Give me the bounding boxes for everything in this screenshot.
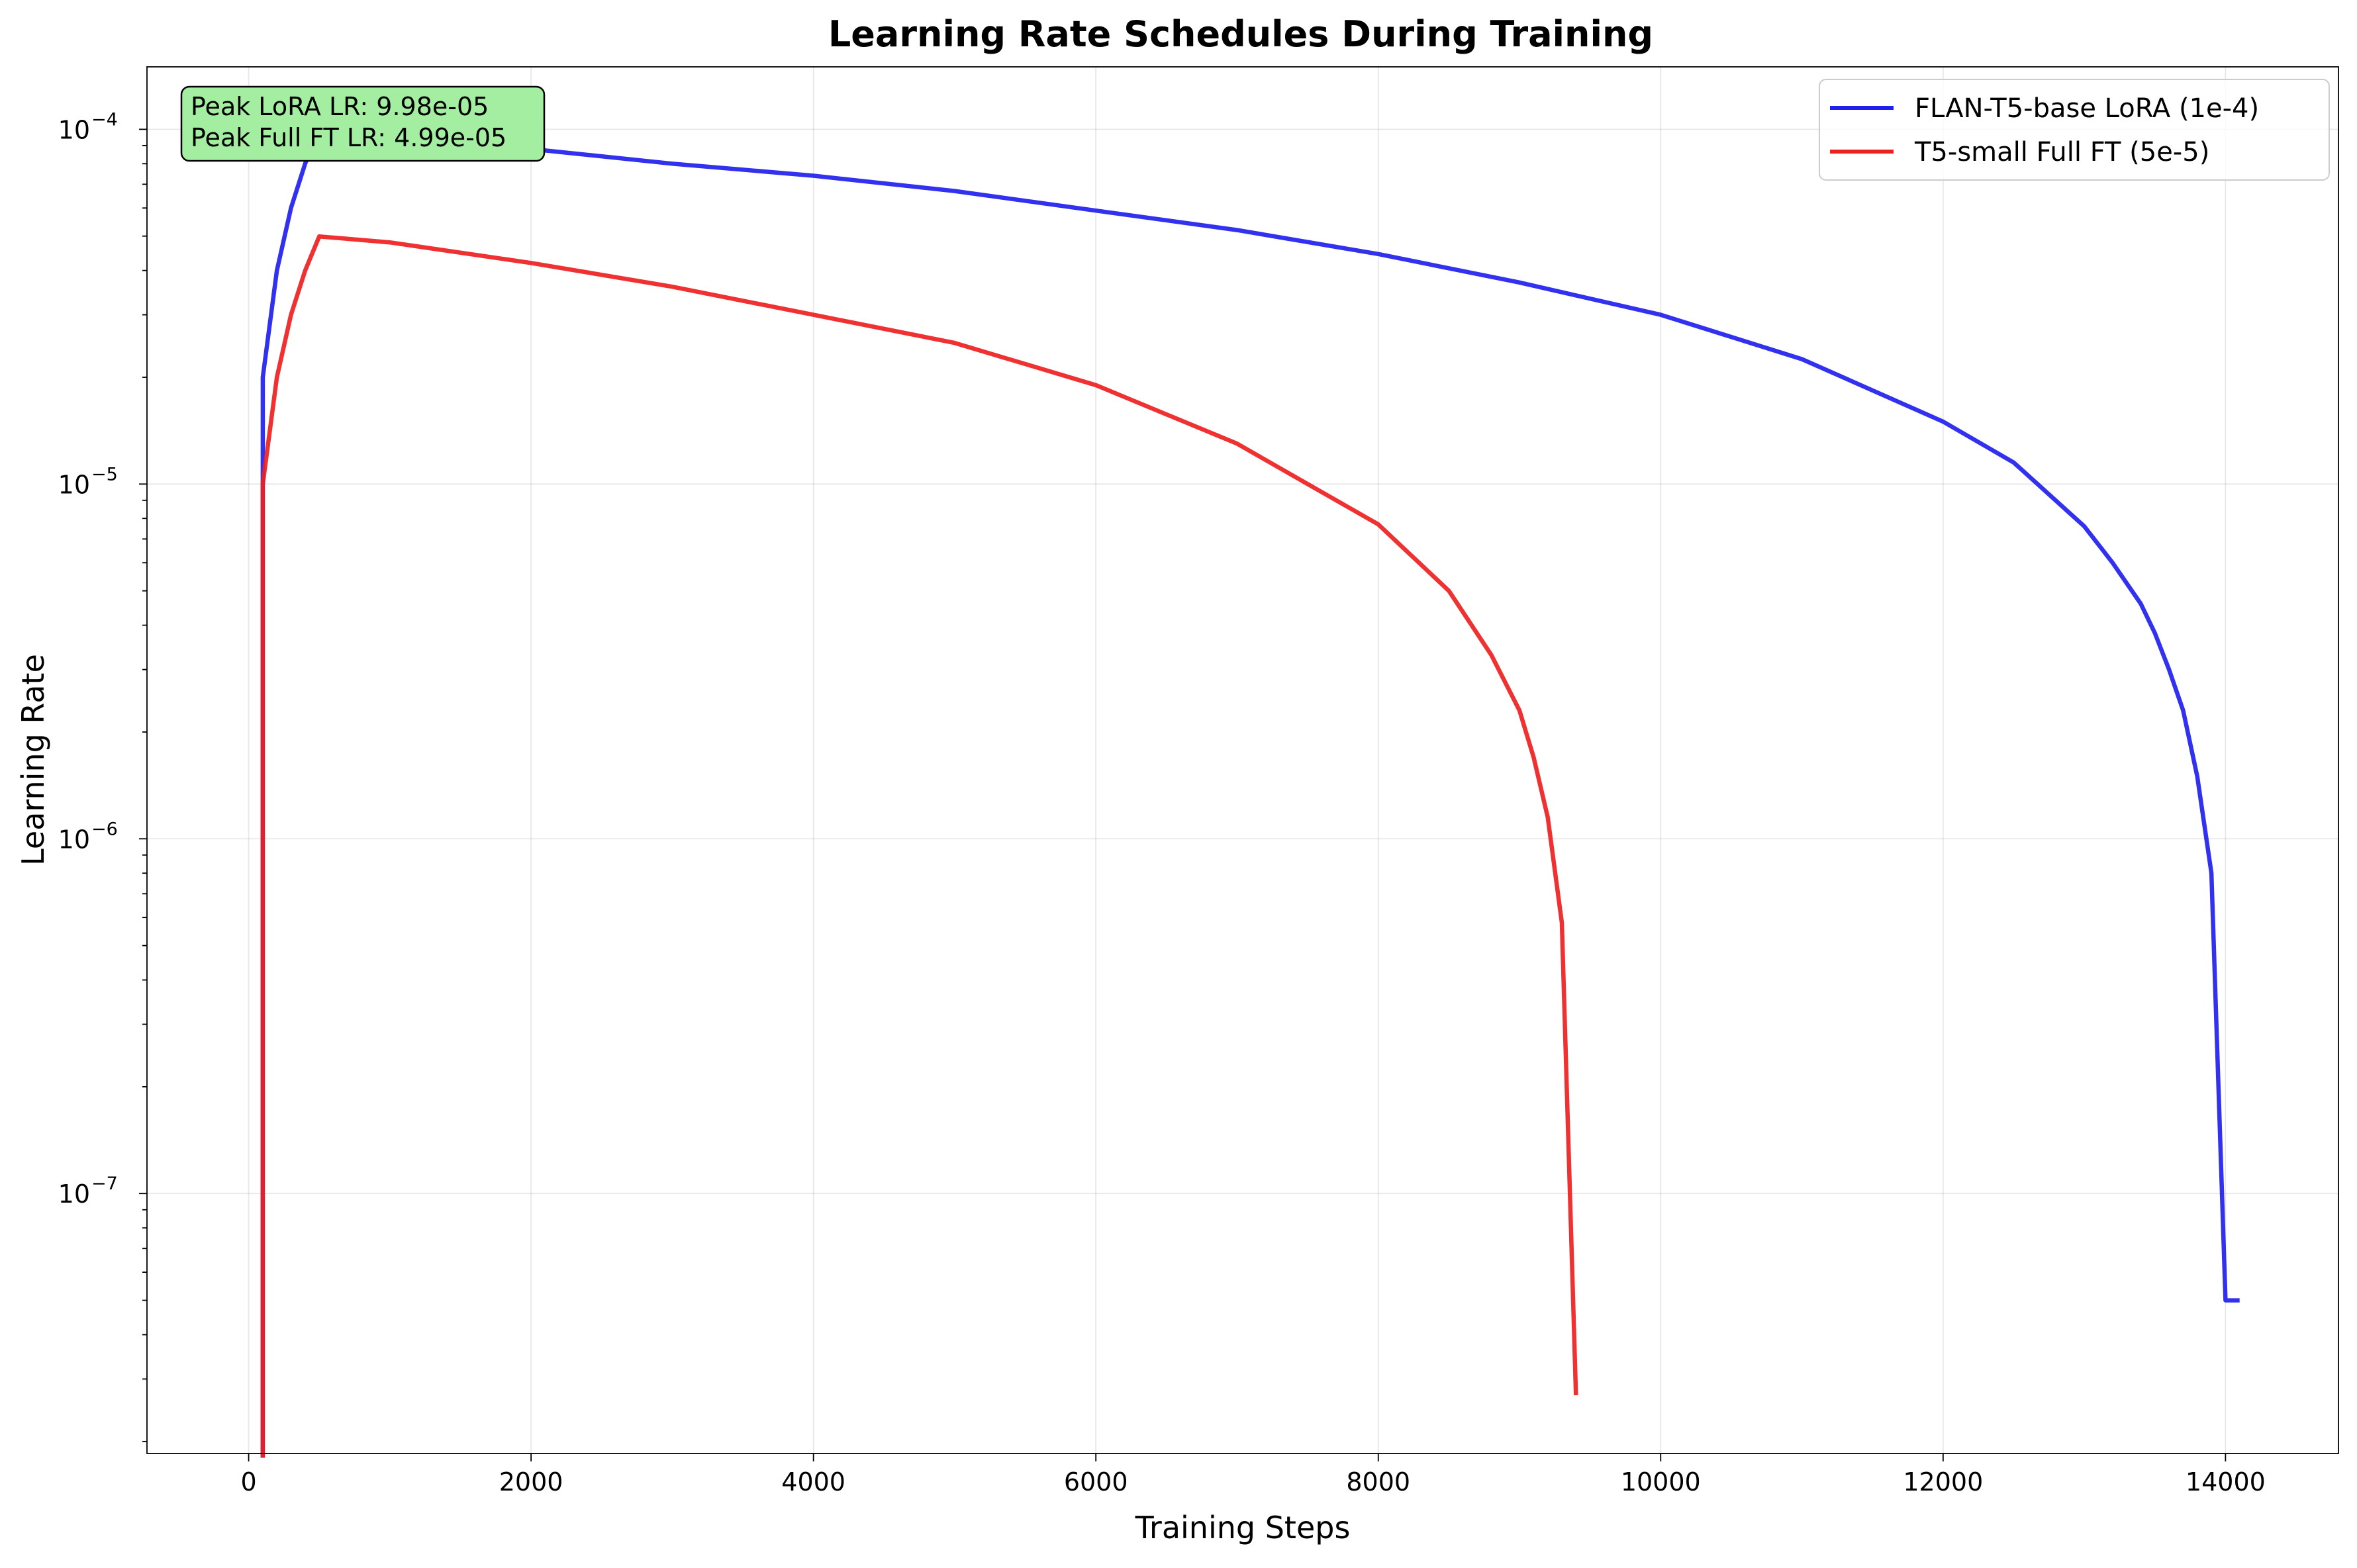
x-tick-label-4: 8000 [1346, 1467, 1410, 1497]
grid-layer [147, 67, 2338, 1453]
annotation-line-lora: Peak LoRA LR: 9.98e-05 [191, 92, 489, 121]
y-tick-exponent-0: −7 [91, 1174, 118, 1194]
y-tick-label-1: 10 [58, 825, 90, 854]
legend-frame [1819, 79, 2330, 181]
y-axis-label: Learning Rate [15, 654, 51, 866]
x-tick-label-3: 6000 [1064, 1467, 1128, 1497]
y-tick-exponent-3: −4 [91, 109, 118, 130]
x-tick-label-0: 0 [240, 1467, 256, 1497]
legend: FLAN-T5-base LoRA (1e-4) T5-small Full F… [1819, 79, 2330, 181]
y-tick-exponent-1: −6 [91, 819, 118, 839]
legend-label-lora: FLAN-T5-base LoRA (1e-4) [1915, 93, 2259, 124]
y-tick-exponent-2: −5 [91, 464, 118, 484]
peak-lr-annotation: Peak LoRA LR: 9.98e-05 Peak Full FT LR: … [180, 85, 546, 162]
plot-area-frame [146, 66, 2339, 1454]
x-tick-label-7: 14000 [2186, 1467, 2266, 1497]
x-tick-label-6: 12000 [1903, 1467, 1983, 1497]
legend-label-fullft: T5-small Full FT (5e-5) [1914, 137, 2209, 167]
annotation-background [180, 85, 546, 162]
x-tick-label-5: 10000 [1621, 1467, 1701, 1497]
x-tick-label-1: 2000 [499, 1467, 563, 1497]
tick-layer: 0 2000 4000 6000 8000 10000 12000 1400010−710−6… [58, 109, 2266, 1497]
chart-title: Learning Rate Schedules During Training [828, 13, 1653, 55]
y-tick-label-0: 10 [58, 1179, 90, 1209]
x-tick-label-2: 4000 [781, 1467, 845, 1497]
annotation-line-fullft: Peak Full FT LR: 4.99e-05 [191, 123, 506, 152]
y-tick-label-2: 10 [58, 470, 90, 499]
x-axis-label: Training Steps [1135, 1510, 1351, 1545]
series-line-1 [260, 234, 1578, 1458]
y-tick-label-3: 10 [58, 115, 90, 144]
